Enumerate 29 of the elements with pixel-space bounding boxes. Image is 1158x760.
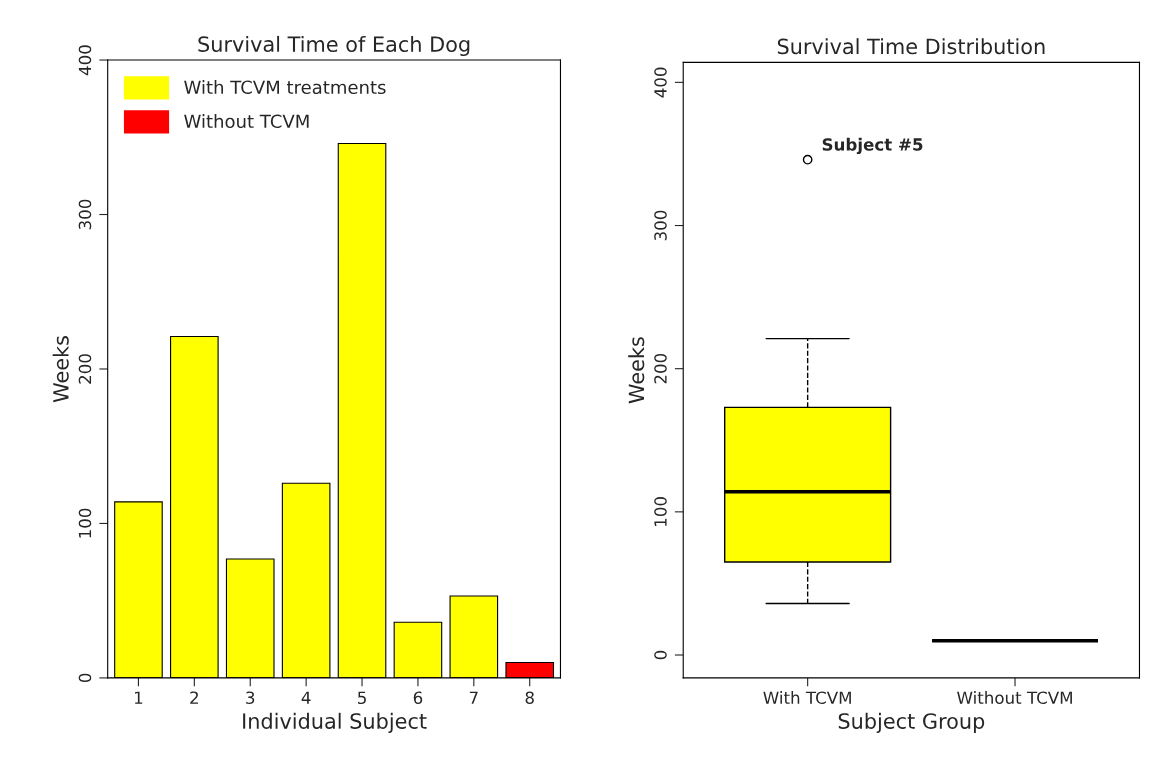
y-tick-label: 400 [654, 67, 667, 98]
x-tick-label: 2 [190, 691, 198, 704]
annotation: Subject #5 [822, 137, 923, 155]
x-tick-label: 6 [413, 691, 423, 705]
x-axis-title: Subject Group [838, 712, 985, 733]
y-tick-label: 0 [654, 650, 667, 660]
chart-title: Survival Time Distribution [777, 38, 1045, 55]
y-tick-label: 200 [78, 354, 92, 384]
x-tick-label: 1 [134, 691, 143, 704]
y-tick-label: 100 [78, 508, 92, 538]
chart-title: Survival Time of Each Dog [198, 35, 470, 57]
x-tick-label: Without TCVM [957, 691, 1072, 705]
x-tick-label: 8 [525, 691, 534, 705]
y-tick-label: 0 [78, 673, 92, 683]
x-tick-label: 5 [358, 691, 366, 705]
y-tick-label: 400 [78, 45, 92, 76]
y-tick-label: 300 [78, 199, 92, 230]
legend-label: Without TCVM [184, 114, 309, 129]
x-tick-label: 4 [301, 691, 311, 704]
y-axis-title: Weeks [628, 337, 645, 404]
x-tick-label: 7 [469, 691, 478, 704]
y-axis-title: Weeks [52, 336, 69, 403]
legend-label: With TCVM treatments [184, 80, 386, 95]
y-tick-label: 100 [654, 497, 667, 526]
y-tick-label: 300 [654, 210, 667, 241]
y-tick-label: 200 [654, 353, 667, 384]
x-tick-label: With TCVM [763, 691, 851, 705]
x-tick-label: 3 [246, 691, 255, 705]
x-axis-title: Individual Subject [243, 712, 427, 733]
